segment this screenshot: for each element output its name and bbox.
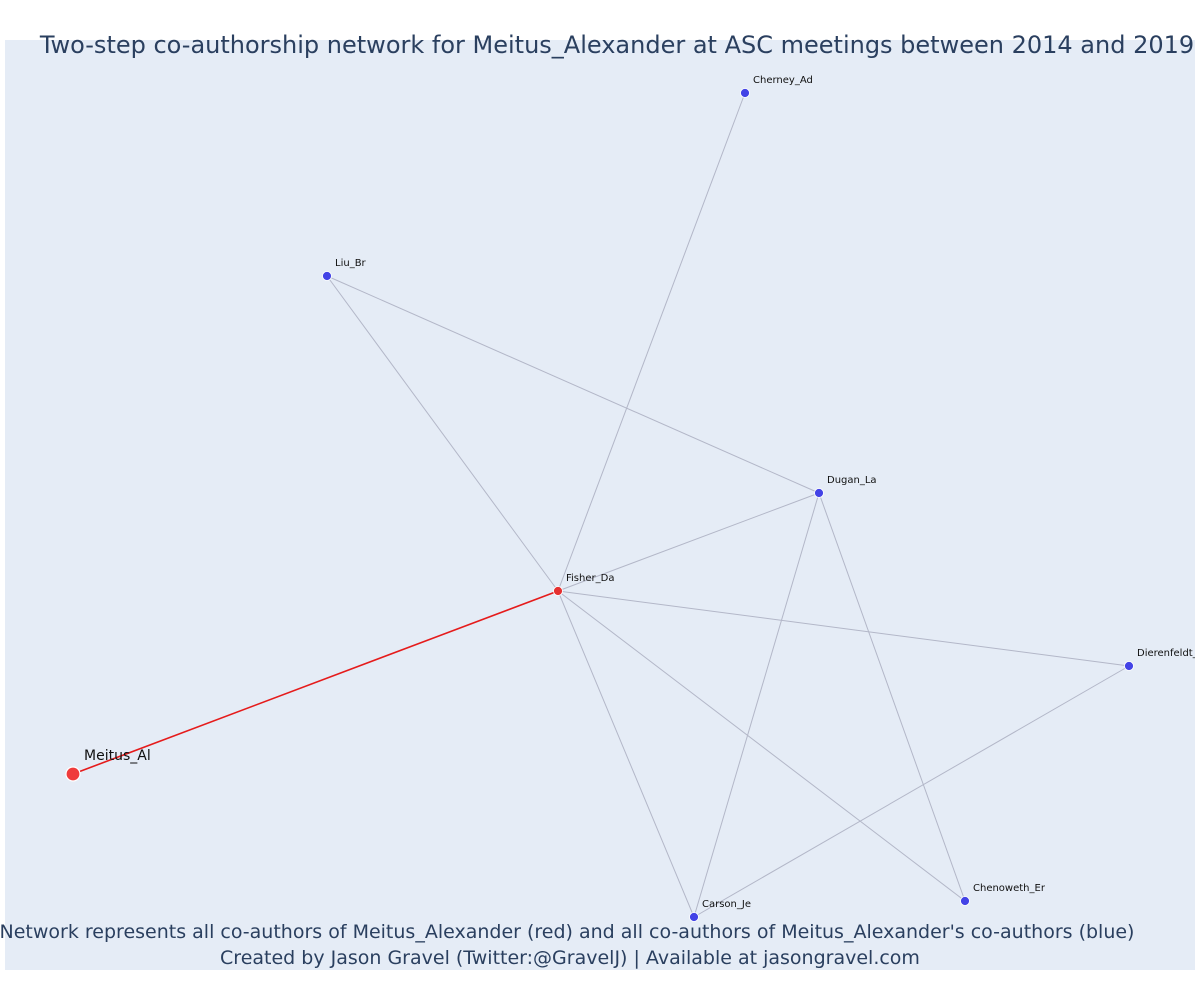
caption-line-2: Created by Jason Gravel (Twitter:@Gravel… (220, 947, 920, 969)
node-label-carson-je: Carson_Je (702, 899, 751, 910)
edge-dugan-la-carson-je (693, 492, 820, 918)
edge-fisher-da-carson-je (557, 590, 695, 918)
edge-dugan-la-chenoweth-er (818, 492, 966, 902)
edge-meitus-al-fisher-da (72, 590, 559, 775)
node-liu-br[interactable] (322, 271, 332, 281)
node-label-dierenfeldt-r: Dierenfeldt_R (1137, 648, 1200, 659)
node-fisher-da[interactable] (553, 586, 563, 596)
edge-fisher-da-dugan-la (557, 492, 820, 592)
edge-fisher-da-liu-br (326, 275, 559, 592)
node-chenoweth-er[interactable] (960, 896, 970, 906)
edge-dierenfeldt-r-carson-je (693, 665, 1130, 918)
caption-line-1: Network represents all co-authors of Mei… (0, 921, 1134, 943)
node-carson-je[interactable] (689, 912, 699, 922)
edge-fisher-da-cherney-ad (557, 92, 746, 592)
node-label-chenoweth-er: Chenoweth_Er (973, 883, 1046, 894)
node-label-fisher-da: Fisher_Da (566, 573, 614, 584)
edges-layer (72, 92, 1130, 918)
page-title: Two-step co-authorship network for Meitu… (39, 31, 1194, 59)
node-cherney-ad[interactable] (740, 88, 750, 98)
node-label-cherney-ad: Cherney_Ad (753, 75, 813, 86)
labels-layer: Meitus_Al Fisher_Da Cherney_Ad Liu_Br Dugan_… (84, 75, 1200, 910)
edge-fisher-da-dierenfeldt-r (557, 590, 1130, 667)
node-dierenfeldt-r[interactable] (1124, 661, 1134, 671)
node-meitus-al[interactable] (65, 766, 81, 782)
node-label-dugan-la: Dugan_La (827, 475, 877, 486)
node-label-meitus-al: Meitus_Al (84, 748, 151, 764)
plot-background (5, 40, 1195, 970)
node-label-liu-br: Liu_Br (335, 258, 367, 269)
node-dugan-la[interactable] (814, 488, 824, 498)
edge-liu-br-dugan-la (326, 275, 820, 494)
edge-fisher-da-chenoweth-er (557, 590, 966, 902)
nodes-layer (65, 88, 1134, 922)
